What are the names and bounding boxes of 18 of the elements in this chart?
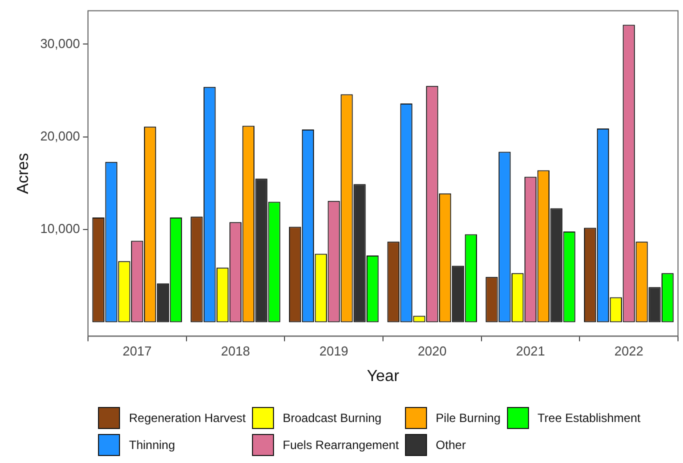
- x-axis-title: Year: [366, 368, 400, 385]
- x-tick-label: 2018: [221, 344, 250, 359]
- legend-label: Broadcast Burning: [282, 411, 382, 425]
- legend-label: Tree Establishment: [538, 411, 640, 425]
- legend-label: Regeneration Harvest: [129, 411, 246, 425]
- x-tick-label: 2022: [614, 344, 644, 359]
- x-tick-label: 2021: [516, 344, 545, 359]
- legend-label: Thinning: [129, 438, 176, 452]
- legend-label: Other: [436, 438, 466, 452]
- y-axis-title: Acres: [15, 153, 32, 194]
- x-tick-label: 2017: [122, 344, 152, 359]
- y-tick-label: 30,000: [40, 36, 80, 51]
- y-tick-label: 20,000: [40, 128, 80, 144]
- x-tick-label: 2020: [418, 344, 447, 359]
- x-tick-label: 2019: [319, 344, 348, 359]
- legend-label: Fuels Rearrangement: [282, 438, 399, 452]
- y-tick-label: 10,000: [40, 221, 80, 236]
- legend-label: Pile Burning: [436, 411, 501, 425]
